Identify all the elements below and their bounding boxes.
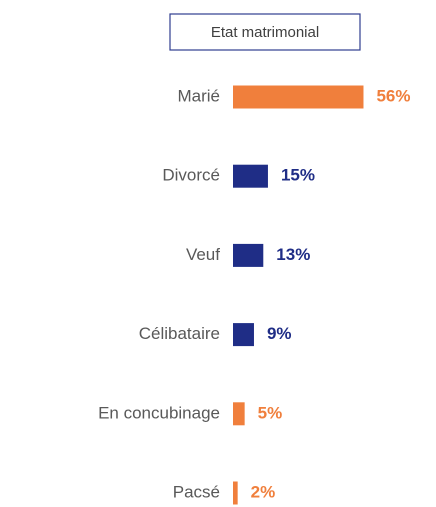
value-label: 5%: [258, 403, 283, 422]
bar: [233, 323, 254, 347]
category-label: Marié: [177, 86, 220, 105]
value-label: 13%: [276, 245, 310, 264]
bar: [233, 85, 364, 109]
value-label: 2%: [251, 482, 276, 501]
title-box: [169, 13, 361, 51]
value-label: 56%: [376, 86, 410, 105]
chart-title: Etat matrimonial: [211, 24, 319, 41]
category-label: En concubinage: [98, 403, 220, 422]
bar: [233, 164, 268, 188]
bar: [233, 243, 264, 267]
value-label: 9%: [267, 324, 292, 343]
value-label: 15%: [281, 166, 315, 185]
category-label: Célibataire: [139, 324, 220, 343]
category-label: Pacsé: [173, 482, 220, 501]
category-label: Divorcé: [162, 166, 220, 185]
bar: [233, 402, 245, 426]
category-label: Veuf: [186, 245, 220, 264]
bar: [233, 481, 238, 505]
